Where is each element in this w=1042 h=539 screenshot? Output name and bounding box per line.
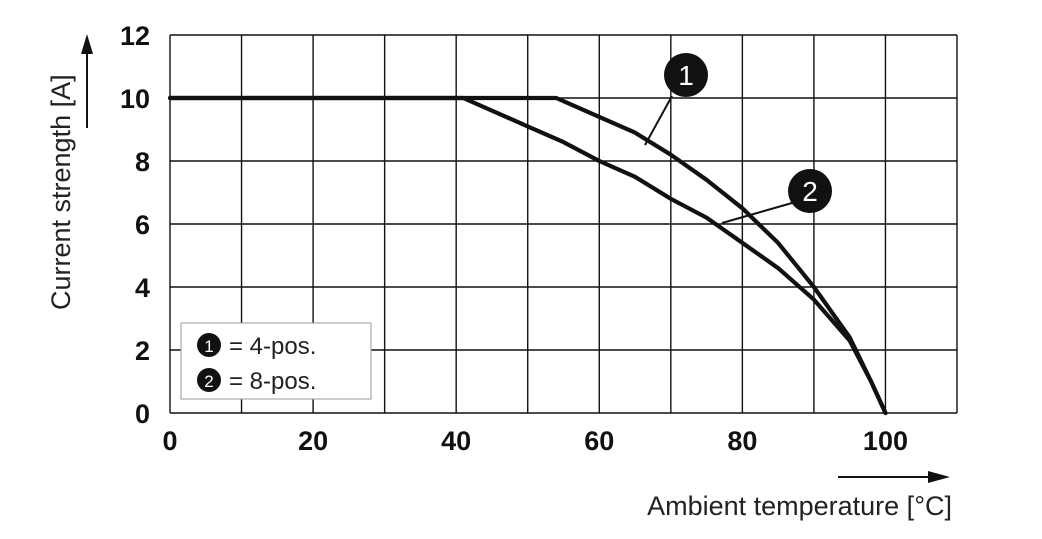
legend-marker-1-circle <box>197 333 221 357</box>
series-1-callout: 1 <box>644 53 708 146</box>
series-1-callout-circle <box>664 53 708 97</box>
y-tick-label: 10 <box>120 84 150 114</box>
y-tick-label: 4 <box>135 273 150 303</box>
legend-entry-2: = 8-pos. <box>229 368 316 395</box>
series-lines <box>167 95 888 416</box>
y-tick-label: 6 <box>135 210 150 240</box>
legend-marker-1: 1 <box>204 337 213 356</box>
series-1-callout-label: 1 <box>678 60 694 91</box>
x-axis-label-group: Ambient temperature [°C] <box>647 471 952 521</box>
x-axis-label: Ambient temperature [°C] <box>647 491 952 521</box>
series-2-line <box>167 95 888 416</box>
series-2-callout-circle <box>788 169 832 213</box>
series-1-callout-line <box>644 95 673 146</box>
y-tick-label: 12 <box>120 21 150 51</box>
x-tick-label: 0 <box>162 426 177 456</box>
x-tick-label: 80 <box>727 426 757 456</box>
x-axis-arrow-icon <box>928 471 950 483</box>
legend-marker-2-circle <box>197 368 221 392</box>
x-tick-label: 20 <box>298 426 328 456</box>
y-tick-label: 2 <box>135 336 150 366</box>
x-tick-label: 40 <box>441 426 471 456</box>
series-2-callout-label: 2 <box>802 176 818 207</box>
y-tick-label: 8 <box>135 147 150 177</box>
x-tick-label: 60 <box>584 426 614 456</box>
y-axis-label-group: Current strength [A] <box>46 34 93 310</box>
legend: 1 = 4-pos. 2 = 8-pos. <box>180 322 372 400</box>
y-axis-label: Current strength [A] <box>46 74 76 310</box>
legend-marker-2: 2 <box>204 372 213 391</box>
y-axis-arrow-icon <box>81 34 93 54</box>
series-2-callout: 2 <box>721 169 832 224</box>
legend-entry-1: = 4-pos. <box>229 333 316 360</box>
y-tick-label: 0 <box>135 399 150 429</box>
series-2-callout-line <box>721 202 793 224</box>
x-tick-label: 100 <box>863 426 908 456</box>
